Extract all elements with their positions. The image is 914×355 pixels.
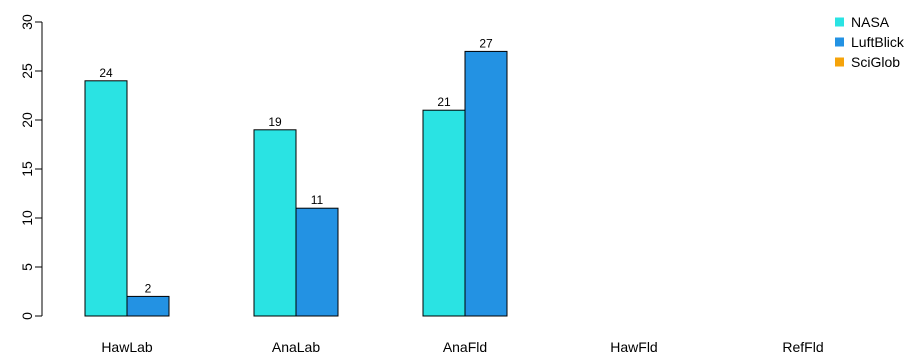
y-tick-label: 20 — [19, 112, 35, 128]
legend-label-sciglob: SciGlob — [851, 54, 900, 70]
legend-swatch-nasa — [835, 17, 844, 27]
bar-luftblick-anafld — [464, 50, 508, 317]
data-label: 21 — [437, 95, 451, 109]
legend-swatch-sciglob — [835, 57, 844, 67]
x-tick-label: AnaLab — [272, 339, 320, 355]
bar-luftblick-analab — [295, 207, 339, 317]
legend-label-nasa: NASA — [851, 14, 890, 30]
bar-nasa-analab — [253, 129, 297, 317]
bar-luftblick-hawlab — [126, 295, 170, 317]
data-label: 11 — [311, 193, 324, 207]
legend-label-luftblick: LuftBlick — [851, 34, 905, 50]
bar-nasa-anafld — [422, 109, 466, 317]
x-tick-label: AnaFld — [443, 339, 487, 355]
x-tick-label: RefFld — [782, 339, 823, 355]
data-label: 2 — [145, 281, 152, 295]
x-tick-label: HawFld — [610, 339, 657, 355]
y-tick-label: 10 — [19, 210, 35, 226]
y-tick-label: 0 — [19, 312, 35, 320]
y-tick-label: 5 — [19, 263, 35, 271]
y-tick-label: 25 — [19, 63, 35, 79]
y-tick-label: 15 — [19, 161, 35, 177]
data-label: 24 — [99, 66, 113, 80]
y-tick-label: 30 — [19, 14, 35, 30]
data-label: 19 — [268, 115, 282, 129]
legend-swatch-luftblick — [835, 37, 844, 47]
x-tick-label: HawLab — [101, 339, 153, 355]
data-label: 27 — [479, 36, 493, 50]
bar-nasa-hawlab — [84, 80, 128, 317]
